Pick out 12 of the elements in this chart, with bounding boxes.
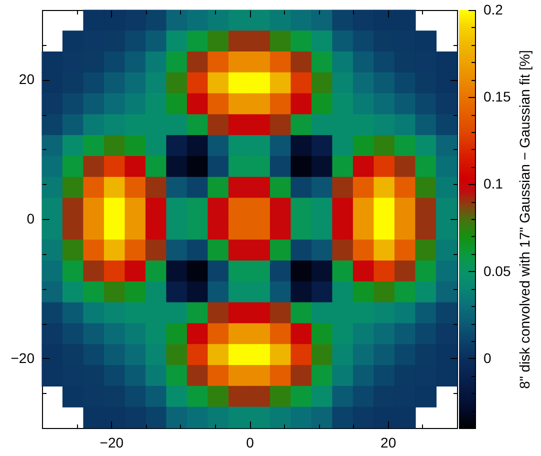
color-bar-title: 8" disk convolved with 17" Gaussian − Gaussian fit [%]: [516, 50, 533, 389]
y-tick-label: −20: [10, 350, 35, 366]
x-tick-label: 0: [246, 434, 254, 450]
color-bar-label: 0.15: [484, 88, 511, 105]
color-bar-label: 0: [484, 350, 492, 366]
y-tick-label: 20: [18, 71, 35, 88]
color-bar-label: 0.2: [484, 2, 504, 18]
color-bar-label: 0.1: [484, 176, 504, 192]
x-tick-label: 20: [380, 434, 396, 450]
y-tick-label: 0: [26, 210, 35, 226]
color-bar-label: 0.05: [484, 262, 511, 279]
x-tick-label: −20: [100, 434, 124, 450]
